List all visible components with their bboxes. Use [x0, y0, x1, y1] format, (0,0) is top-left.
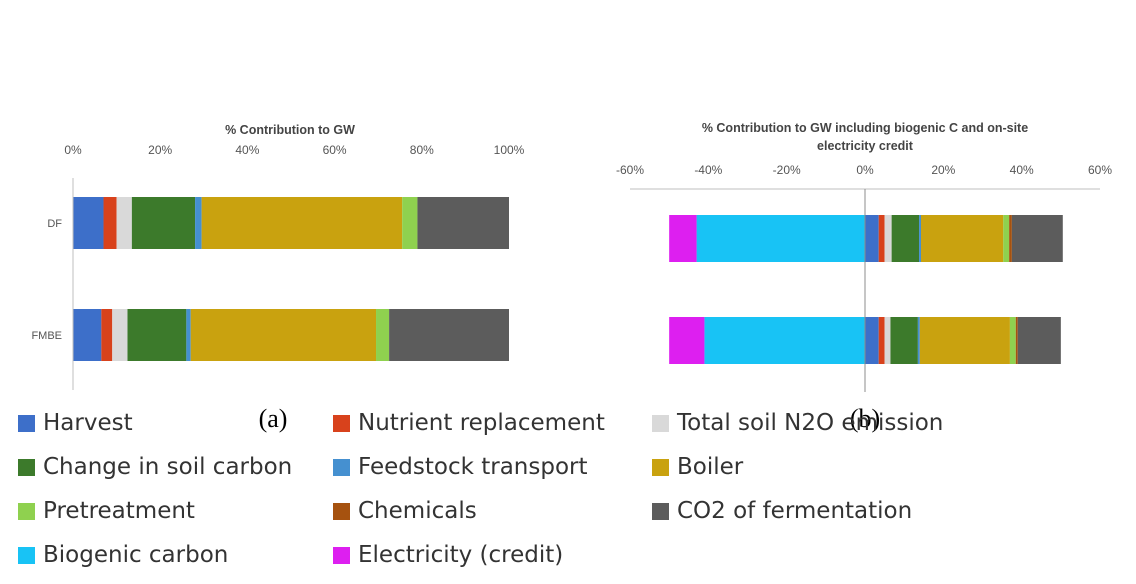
bar-b-df-nutrient-replacement	[878, 215, 885, 262]
legend-item-change-in-soil-carbon: Change in soil carbon	[18, 454, 292, 480]
chart-a-tick-label: 0%	[64, 143, 82, 157]
legend-label: Biogenic carbon	[43, 542, 229, 568]
chart-a-tick-label: 60%	[323, 143, 347, 157]
bar-b-df-harvest	[865, 215, 879, 262]
chart-panel-a: % Contribution to GW 0% 20% 40% 60% 80% 100% …	[31, 123, 524, 433]
legend-swatch	[18, 546, 35, 564]
legend-label: Pretreatment	[43, 498, 195, 524]
bar-b-fmbe-electricity-credit	[669, 317, 705, 364]
legend-label: Chemicals	[358, 498, 477, 524]
panel-label-a: (a)	[259, 404, 288, 433]
chart-a-title: % Contribution to GW	[225, 123, 355, 137]
chart-b-tick-label: 40%	[1010, 163, 1034, 177]
legend-label: Nutrient replacement	[358, 410, 605, 436]
bar-a-fmbe-pretreatment	[376, 309, 390, 361]
bar-b-fmbe-boiler	[919, 317, 1010, 364]
legend-label: Harvest	[43, 410, 133, 436]
bar-a-df-nutrient-replacement	[103, 197, 117, 249]
legend-swatch	[333, 414, 350, 432]
chart-a-tick-label: 40%	[235, 143, 259, 157]
legend-swatch	[652, 458, 669, 476]
bar-b-df-feedstock-transport	[919, 215, 922, 262]
chart-b-tick-label: 60%	[1088, 163, 1112, 177]
bar-b-df-electricity-credit	[669, 215, 697, 262]
legend-item-boiler: Boiler	[652, 454, 743, 480]
bar-a-df-pretreatment	[402, 197, 418, 249]
legend-label: Feedstock transport	[358, 454, 588, 480]
legend-item-electricity-credit: Electricity (credit)	[333, 542, 563, 568]
bar-a-fmbe-total-soil-n2o-emission	[112, 309, 128, 361]
chart-b-tick-label: -40%	[694, 163, 722, 177]
bar-a-fmbe-change-in-soil-carbon	[127, 309, 187, 361]
legend-swatch	[18, 414, 35, 432]
chart-a-category-label: FMBE	[31, 330, 62, 342]
chart-a-tick-label: 20%	[148, 143, 172, 157]
chart-b-tick-label: 0%	[856, 163, 874, 177]
legend-item-feedstock-transport: Feedstock transport	[333, 454, 588, 480]
panel-label-b: (b)	[850, 404, 880, 433]
bar-a-fmbe-co2-of-fermentation	[389, 309, 509, 361]
bar-b-fmbe-chemicals	[1015, 317, 1018, 364]
legend-swatch	[652, 502, 669, 520]
bar-b-fmbe-co2-of-fermentation	[1017, 317, 1061, 364]
chart-b-tick-label: -60%	[616, 163, 644, 177]
legend: Harvest Nutrient replacement Total soil N2…	[0, 400, 1136, 584]
bar-b-fmbe-harvest	[865, 317, 879, 364]
chart-b-tick-label: -20%	[773, 163, 801, 177]
chart-a-tick-label: 80%	[410, 143, 434, 157]
legend-label: Electricity (credit)	[358, 542, 564, 568]
bar-b-df-change-in-soil-carbon	[891, 215, 920, 262]
legend-item-chemicals: Chemicals	[333, 498, 477, 524]
bar-a-df-total-soil-n2o-emission	[116, 197, 132, 249]
bar-b-df-boiler	[921, 215, 1004, 262]
bar-b-df-co2-of-fermentation	[1011, 215, 1063, 262]
legend-item-harvest: Harvest	[18, 410, 133, 436]
legend-label: Boiler	[677, 454, 744, 480]
bar-b-fmbe-pretreatment	[1009, 317, 1016, 364]
chart-b-tick-label: 20%	[931, 163, 955, 177]
bar-a-df-harvest	[73, 197, 104, 249]
legend-item-co2-of-fermentation: CO2 of fermentation	[652, 498, 912, 524]
chart-panel-b: % Contribution to GW including biogenic …	[616, 121, 1112, 433]
legend-swatch	[333, 546, 350, 564]
bar-a-fmbe-harvest	[73, 309, 102, 361]
chart-a-category-label: DF	[47, 218, 62, 230]
bar-b-fmbe-biogenic-carbon	[704, 317, 865, 364]
bar-a-df-co2-of-fermentation	[417, 197, 509, 249]
bar-b-df-biogenic-carbon	[696, 215, 865, 262]
bar-b-fmbe-total-soil-n2o-emission	[884, 317, 891, 364]
bar-b-fmbe-nutrient-replacement	[878, 317, 885, 364]
bar-a-df-feedstock-transport	[195, 197, 202, 249]
legend-swatch	[333, 458, 350, 476]
legend-label: Change in soil carbon	[43, 454, 293, 480]
legend-label: Total soil N2O emission	[677, 410, 944, 436]
legend-swatch	[18, 458, 35, 476]
legend-swatch	[652, 414, 669, 432]
bar-b-df-chemicals	[1009, 215, 1012, 262]
legend-label: CO2 of fermentation	[677, 498, 913, 524]
legend-item-pretreatment: Pretreatment	[18, 498, 195, 524]
chart-a-tick-label: 100%	[494, 143, 525, 157]
chart-b-title-line1: % Contribution to GW including biogenic …	[702, 121, 1028, 135]
chart-b-title-line2: electricity credit	[817, 139, 914, 153]
legend-item-biogenic-carbon: Biogenic carbon	[18, 542, 228, 568]
bar-b-df-pretreatment	[1003, 215, 1010, 262]
legend-item-total-soil-n2o-emission: Total soil N2O emission	[652, 410, 943, 436]
bar-a-df-boiler	[201, 197, 403, 249]
bar-a-df-change-in-soil-carbon	[131, 197, 196, 249]
bar-a-fmbe-feedstock-transport	[186, 309, 191, 361]
bar-b-df-total-soil-n2o-emission	[884, 215, 892, 262]
bar-b-fmbe-change-in-soil-carbon	[890, 317, 918, 364]
bar-a-fmbe-nutrient-replacement	[101, 309, 113, 361]
bar-a-fmbe-boiler	[190, 309, 377, 361]
legend-swatch	[333, 502, 350, 520]
bar-b-fmbe-feedstock-transport	[917, 317, 920, 364]
legend-swatch	[18, 502, 35, 520]
legend-item-nutrient-replacement: Nutrient replacement	[333, 410, 605, 436]
